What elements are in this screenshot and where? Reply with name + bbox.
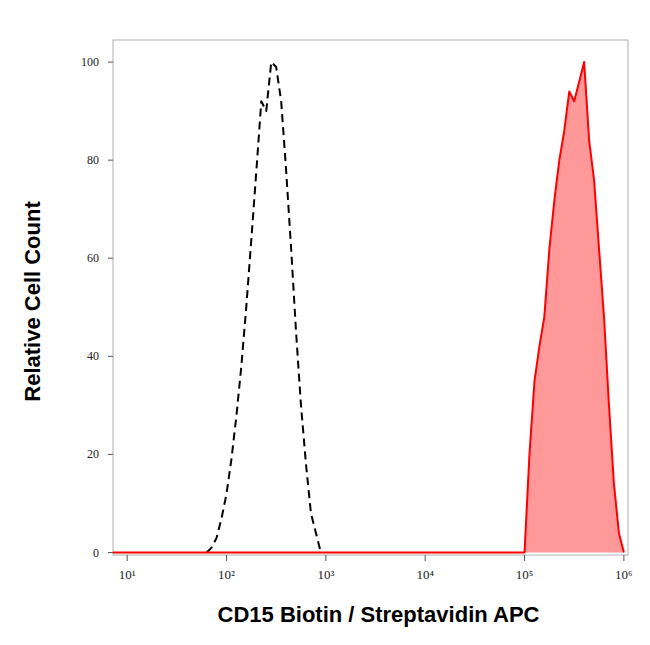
y-tick-label: 20 <box>87 447 99 461</box>
y-tick <box>108 258 113 259</box>
y-tick <box>108 356 113 357</box>
x-tick-label: 10² <box>218 567 235 582</box>
y-tick <box>108 160 113 161</box>
x-tick <box>226 555 227 561</box>
x-tick-label: 10⁴ <box>416 567 434 582</box>
x-tick-label: 10³ <box>317 567 334 582</box>
x-tick <box>127 555 128 561</box>
y-tick-label: 0 <box>93 546 99 560</box>
y-tick <box>108 454 113 455</box>
area-fill <box>113 62 624 552</box>
y-axis-label: Relative Cell Count <box>20 201 45 402</box>
plot-frame <box>113 40 628 555</box>
area-line <box>113 62 624 552</box>
line <box>207 62 321 552</box>
y-tick <box>108 62 113 63</box>
y-tick-label: 80 <box>87 153 99 167</box>
x-axis-label: CD15 Biotin / Streptavidin APC <box>218 602 540 627</box>
x-tick-label: 10⁵ <box>516 567 534 582</box>
plot-area <box>113 62 624 552</box>
y-tick <box>108 552 113 553</box>
y-tick-label: 40 <box>87 349 99 363</box>
x-tick-label: 10¹ <box>119 567 136 582</box>
x-tick-label: 10⁶ <box>615 567 633 582</box>
x-tick <box>325 555 326 561</box>
x-tick <box>524 555 525 561</box>
x-tick <box>623 555 624 561</box>
y-tick-label: 60 <box>87 251 99 265</box>
x-tick <box>425 555 426 561</box>
chart: 0 20 40 60 80 100 10¹ 10² 10³ 10⁴ 10⁵ 10⁶ CD15 Bioti… <box>0 0 650 645</box>
y-tick-label: 100 <box>81 55 99 69</box>
